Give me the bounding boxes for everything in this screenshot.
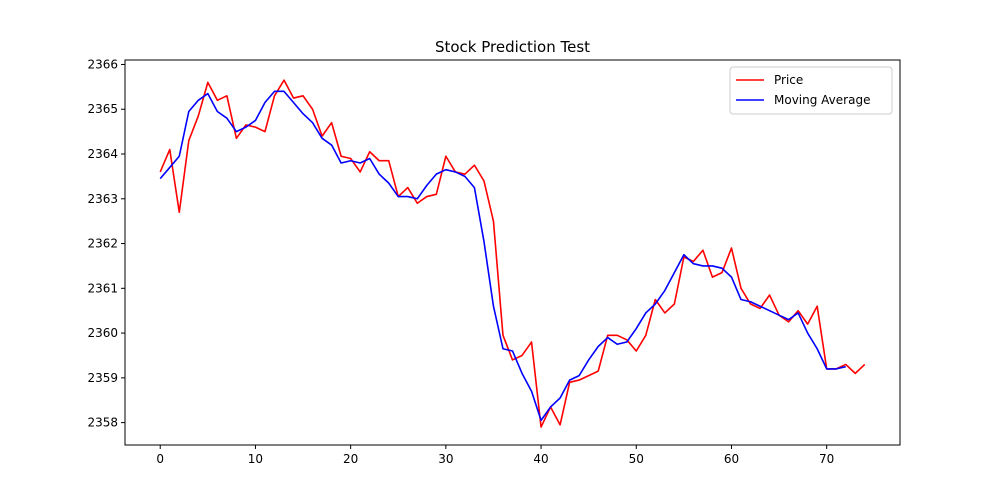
legend-box [729,66,893,115]
legend-label-price: Price [774,73,803,87]
axes-frame [124,59,901,446]
y-tick-label: 2362 [87,237,118,251]
x-tick-label: 40 [533,452,548,466]
y-tick-label: 2364 [87,147,118,161]
x-tick-label: 0 [156,452,164,466]
y-tick-label: 2358 [87,416,118,430]
y-tick-label: 2365 [87,102,118,116]
x-tick-label: 50 [629,452,644,466]
x-tick-label: 70 [819,452,834,466]
x-tick-label: 10 [248,452,263,466]
y-tick-label: 2361 [87,281,118,295]
chart-title: Stock Prediction Test [435,38,590,56]
series-line-moving-average [159,90,846,422]
x-tick-label: 30 [438,452,453,466]
y-tick-label: 2359 [87,371,118,385]
x-tick-label: 20 [343,452,358,466]
y-tick-label: 2360 [87,326,118,340]
y-tick-label: 2366 [87,57,118,71]
y-tick-label: 2363 [87,192,118,206]
x-tick-label: 60 [724,452,739,466]
legend-label-moving-average: Moving Average [774,93,870,107]
plot-area: 0 10 20 30 40 50 60 70 2358 2359 2360 2361 2362 2363 2… [87,57,901,466]
